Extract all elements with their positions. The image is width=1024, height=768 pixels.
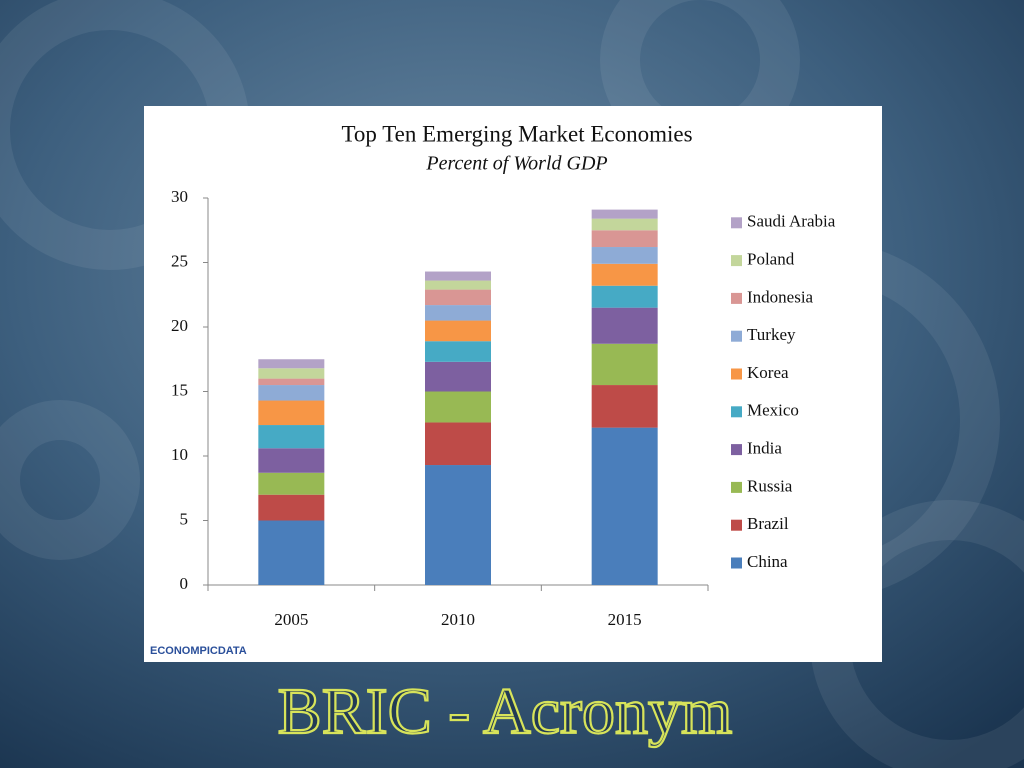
legend-swatch bbox=[731, 292, 742, 304]
logo: ECONOMPICDATA bbox=[150, 645, 247, 657]
bar-segment bbox=[425, 391, 491, 423]
chart-panel bbox=[144, 106, 882, 662]
bar-segment bbox=[258, 520, 325, 585]
bar-segment bbox=[591, 247, 658, 264]
slide-title: BRIC - Acronym bbox=[278, 675, 733, 748]
legend-swatch bbox=[731, 368, 742, 380]
bar-segment bbox=[258, 400, 325, 426]
x-tick-label: 2005 bbox=[274, 610, 308, 629]
bar-segment bbox=[425, 320, 491, 342]
bar-segment bbox=[258, 448, 325, 473]
legend-label: Saudi Arabia bbox=[747, 212, 836, 231]
legend-label: Mexico bbox=[747, 401, 799, 420]
bar-segment bbox=[591, 307, 658, 344]
chart-subtitle: Percent of World GDP bbox=[425, 153, 607, 175]
bar-segment bbox=[258, 472, 325, 495]
bar-segment bbox=[425, 422, 491, 466]
legend-swatch bbox=[731, 330, 742, 342]
legend-label: India bbox=[747, 439, 782, 458]
bar-segment bbox=[591, 230, 658, 248]
y-tick-label: 10 bbox=[171, 445, 188, 464]
legend-label: Poland bbox=[747, 250, 795, 269]
y-tick-label: 20 bbox=[171, 316, 188, 335]
x-tick-label: 2010 bbox=[441, 610, 475, 629]
legend-label: Korea bbox=[747, 363, 789, 382]
bar-segment bbox=[258, 368, 325, 379]
bar-segment bbox=[425, 361, 491, 392]
chart-title: Top Ten Emerging Market Economies bbox=[341, 121, 692, 146]
bar-segment bbox=[258, 385, 325, 401]
bar-segment bbox=[591, 285, 658, 308]
bar-segment bbox=[425, 280, 491, 290]
bar-segment bbox=[591, 263, 658, 286]
bar-segment bbox=[425, 341, 491, 362]
bar-segment bbox=[591, 218, 658, 231]
bar-segment bbox=[591, 427, 658, 585]
legend-label: Russia bbox=[747, 476, 793, 495]
bar-segment bbox=[591, 209, 658, 219]
bar-segment bbox=[425, 271, 491, 281]
y-tick-label: 25 bbox=[171, 251, 188, 270]
x-tick-label: 2015 bbox=[608, 610, 642, 629]
y-tick-label: 0 bbox=[180, 574, 189, 593]
legend-swatch bbox=[731, 481, 742, 493]
legend-swatch bbox=[731, 519, 742, 531]
bar-segment bbox=[258, 494, 325, 521]
bar-segment bbox=[591, 343, 658, 386]
bar-segment bbox=[258, 378, 325, 386]
legend-label: China bbox=[747, 552, 788, 571]
legend-label: Indonesia bbox=[747, 287, 814, 306]
legend-label: Turkey bbox=[747, 325, 796, 344]
legend-swatch bbox=[731, 217, 742, 229]
bar-segment bbox=[425, 289, 491, 306]
y-tick-label: 30 bbox=[171, 187, 188, 206]
y-tick-label: 15 bbox=[171, 380, 188, 399]
bar-segment bbox=[258, 359, 325, 369]
legend-swatch bbox=[731, 557, 742, 569]
bar-segment bbox=[258, 425, 325, 449]
bar-segment bbox=[425, 465, 491, 585]
legend-swatch bbox=[731, 406, 742, 418]
y-tick-label: 5 bbox=[180, 509, 189, 528]
bar-segment bbox=[425, 305, 491, 321]
legend-swatch bbox=[731, 444, 742, 456]
bar-segment bbox=[591, 385, 658, 428]
legend-swatch bbox=[731, 255, 742, 267]
legend-label: Brazil bbox=[747, 514, 789, 533]
